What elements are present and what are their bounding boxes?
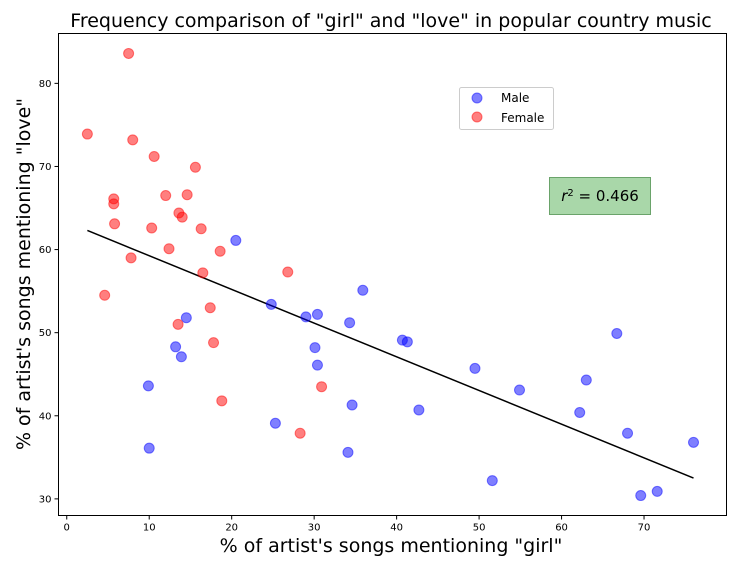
data-point-female: [214, 245, 226, 257]
x-tick-label: 60: [555, 523, 568, 534]
x-tick-label: 0: [64, 523, 70, 534]
y-axis-ticks: 30 40 50 60 70 80: [39, 79, 59, 505]
data-point-female: [146, 222, 158, 234]
legend-label-female: Female: [501, 111, 544, 125]
data-point-female: [172, 318, 184, 330]
data-point-male: [357, 284, 369, 296]
data-point-female: [99, 289, 111, 301]
data-point-female: [197, 267, 209, 279]
data-point-male: [170, 341, 182, 353]
regression-layer: [87, 229, 694, 479]
data-point-female: [148, 150, 160, 162]
data-point-male: [574, 406, 586, 418]
y-tick-label: 60: [39, 245, 52, 256]
data-point-female: [204, 302, 216, 314]
data-point-female: [81, 128, 93, 140]
data-point-female: [189, 161, 201, 173]
data-point-male: [688, 436, 700, 448]
data-point-female: [176, 211, 188, 223]
x-tick-label: 50: [473, 523, 486, 534]
data-point-female: [195, 223, 207, 235]
x-tick-label: 10: [143, 523, 156, 534]
data-point-male: [342, 446, 354, 458]
data-point-male: [142, 380, 154, 392]
data-point-male: [401, 336, 413, 348]
legend-marker-female: [471, 111, 483, 123]
data-point-female: [109, 218, 121, 230]
legend-label-male: Male: [501, 91, 529, 105]
points-layer: [81, 47, 700, 502]
chart-title: Frequency comparison of "girl" and "love…: [70, 10, 711, 32]
x-tick-label: 20: [225, 523, 238, 534]
data-point-female: [123, 47, 135, 59]
annotation-text: r2 = 0.466: [561, 187, 639, 205]
data-point-male: [469, 362, 481, 374]
data-point-male: [622, 427, 634, 439]
data-point-female: [294, 427, 306, 439]
data-point-female: [208, 337, 220, 349]
r-squared-annotation: r2 = 0.466: [549, 177, 651, 215]
data-point-female: [316, 381, 328, 393]
data-point-male: [311, 308, 323, 320]
data-point-male: [413, 404, 425, 416]
x-axis-label: % of artist's songs mentioning "girl": [220, 535, 563, 557]
data-point-female: [181, 189, 193, 201]
data-point-male: [514, 384, 526, 396]
data-point-female: [108, 198, 120, 210]
x-tick-label: 70: [638, 523, 651, 534]
data-point-male: [309, 342, 321, 354]
plot-frame: [58, 33, 727, 516]
data-point-male: [580, 374, 592, 386]
data-point-female: [163, 243, 175, 255]
data-point-male: [344, 317, 356, 329]
y-tick-label: 70: [39, 162, 52, 173]
y-axis-label: % of artist's songs mentioning "love": [13, 98, 35, 450]
legend-marker-male: [471, 92, 483, 104]
y-tick-label: 40: [39, 411, 52, 422]
legend-box: [459, 87, 554, 130]
data-point-female: [216, 395, 228, 407]
data-point-male: [143, 442, 155, 454]
data-point-female: [160, 190, 172, 202]
regression-line: [87, 229, 694, 479]
data-point-male: [300, 311, 312, 323]
y-tick-label: 80: [39, 79, 52, 90]
data-point-male: [265, 298, 277, 310]
data-point-male: [175, 351, 187, 363]
x-tick-label: 40: [390, 523, 403, 534]
legend: Male Female: [459, 87, 554, 130]
data-point-male: [230, 234, 242, 246]
data-point-male: [311, 359, 323, 371]
data-point-female: [282, 266, 294, 278]
x-tick-label: 30: [308, 523, 321, 534]
y-tick-label: 30: [39, 494, 52, 505]
data-point-male: [180, 312, 192, 324]
data-point-male: [346, 399, 358, 411]
y-tick-label: 50: [39, 328, 52, 339]
data-point-male: [269, 417, 281, 429]
data-point-female: [127, 134, 139, 146]
data-point-female: [125, 252, 137, 264]
x-axis-ticks: 0 10 20 30 40 50 60 70: [64, 515, 651, 534]
data-point-male: [635, 490, 647, 502]
data-point-male: [651, 485, 663, 497]
data-point-male: [486, 475, 498, 487]
annotation-box: [549, 177, 651, 215]
data-point-male: [611, 328, 623, 340]
